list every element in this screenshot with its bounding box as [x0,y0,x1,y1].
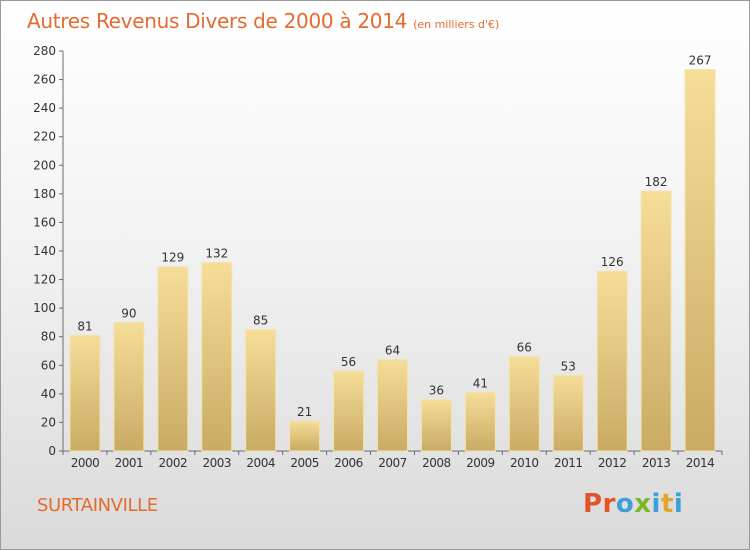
x-tick-label: 2009 [466,456,495,470]
bar [552,374,584,452]
chart-bars [69,69,716,452]
x-tick-label: 2005 [290,456,319,470]
chart-labels: 2000 81 2001 90 2002 129 2003 132 2004 85 2005 21 20… [71,54,715,470]
bar [69,334,101,452]
title-text: Autres Revenus Divers de 2000 à 2014 [27,9,408,33]
y-tick-label: 260 [33,73,56,87]
bar [245,329,277,452]
data-label: 64 [385,344,400,358]
y-tick-label: 200 [33,158,56,172]
x-tick-label: 2008 [422,456,451,470]
page-title: Autres Revenus Divers de 2000 à 2014 (en … [27,9,499,33]
bar [377,359,408,452]
data-label: 36 [429,384,444,398]
x-tick-label: 2013 [642,456,671,470]
bar [464,391,496,452]
data-label: 182 [645,175,668,189]
y-tick-label: 280 [33,44,56,58]
x-tick-label: 2001 [115,456,144,470]
x-tick-label: 2012 [598,456,627,470]
bar [596,270,628,452]
logo-letter: i [673,489,684,519]
chart-axes: 0 20 40 60 80 100 120 140 160 180 200 220 240 260 280 [33,44,723,458]
commune-name: SURTAINVILLE [37,495,158,516]
data-label: 85 [253,314,268,328]
bar [333,370,365,452]
x-tick-label: 2011 [554,456,583,470]
data-label: 56 [341,355,356,369]
y-tick-label: 120 [33,273,56,287]
data-label: 267 [689,54,712,68]
logo-letter: x [634,489,652,519]
data-label: 90 [121,306,136,320]
bar [684,69,716,452]
data-label: 129 [161,251,184,265]
y-tick-label: 180 [33,187,56,201]
logo-letter: o [615,489,635,519]
x-tick-label: 2003 [202,456,231,470]
bar [201,261,233,452]
y-tick-label: 160 [33,215,56,229]
x-tick-label: 2000 [71,456,100,470]
bar [113,321,145,452]
y-tick-label: 40 [41,387,56,401]
x-tick-label: 2007 [378,456,407,470]
x-tick-label: 2010 [510,456,539,470]
logo-letter: i [651,489,661,519]
y-tick-label: 80 [41,330,56,344]
x-tick-label: 2006 [334,456,363,470]
y-tick-label: 140 [33,244,56,258]
data-label: 41 [473,376,488,390]
logo-letter: P [583,489,603,519]
y-tick-label: 0 [48,444,56,458]
x-tick-label: 2002 [159,456,188,470]
y-tick-label: 20 [41,415,56,429]
bar [640,190,672,452]
logo-letter: t [660,489,674,519]
data-label: 53 [561,359,576,373]
y-tick-label: 240 [33,101,56,115]
y-tick-label: 100 [33,301,56,315]
y-tick-label: 220 [33,130,56,144]
data-label: 132 [205,246,228,260]
data-label: 126 [601,255,624,269]
logo-letter: r [602,489,616,519]
data-label: 81 [77,319,92,333]
bar [157,266,189,452]
data-label: 66 [517,341,532,355]
proxiti-logo: Proxiti [583,489,683,519]
bar [508,356,540,452]
x-tick-label: 2014 [686,456,715,470]
bar [420,399,452,452]
y-tick-label: 60 [41,358,56,372]
x-tick-label: 2004 [246,456,275,470]
bar [289,420,321,452]
unit-note: (en milliers d'€) [413,18,500,31]
data-label: 21 [297,405,312,419]
